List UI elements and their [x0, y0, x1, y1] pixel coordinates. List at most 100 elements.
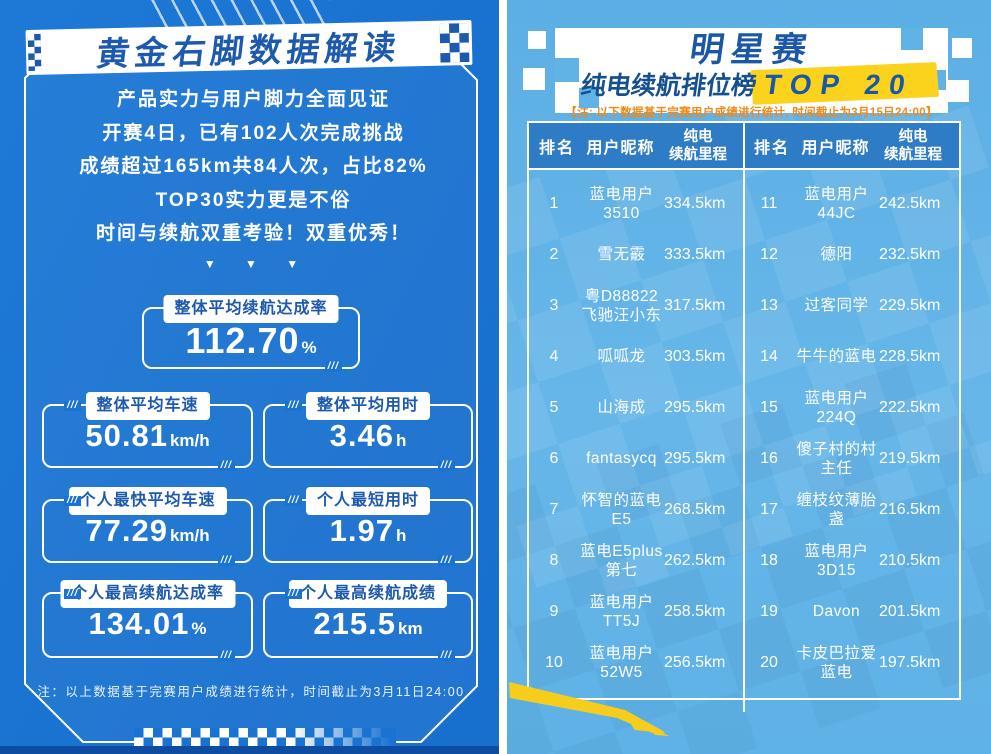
rank-cell: 1 [549, 194, 559, 212]
rank-cell: 16 [760, 449, 778, 467]
hatch-icon: /// [217, 556, 235, 566]
checker-cap-right-icon [439, 23, 470, 63]
intro-line: 产品实力与用户脚力全面见证 [116, 89, 390, 110]
nickname-cell: 卡皮巴拉爱蓝电 [796, 644, 877, 681]
nickname-cell: 德阳 [820, 246, 853, 263]
table-row: 8 蓝电E5plus第七 262.5km [529, 535, 744, 586]
stat-unit: h [395, 526, 407, 545]
stat-card-fastest-speed: 个人最快平均车速 77.29 km/h /// /// [42, 487, 253, 566]
stat-card-overall-time: 整体平均用时 3.46 h /// /// [263, 392, 473, 471]
stat-label: 个人最高续航成绩 [288, 580, 448, 608]
rank-cell: 14 [760, 347, 778, 365]
table-row: 18 蓝电用户3D15 210.5km [744, 535, 959, 586]
pixel-square-icon [528, 31, 546, 49]
nickname-cell: 山海成 [597, 399, 646, 416]
stat-card-shortest-time: 个人最短用时 1.97 h /// /// [263, 487, 473, 566]
right-note: 【注: 以下数据基于完赛用户成绩进行统计, 时间截止为3月15日24:00】 [565, 106, 938, 119]
range-cell: 295.5km [664, 398, 726, 416]
left-panel: 黄金右脚数据解读 产品实力与用户脚力全面见证 开赛4日，已有102人次完成挑战 … [0, 0, 499, 754]
nickname-cell: 蓝电用户44JC [804, 185, 869, 222]
rank-cell: 18 [760, 551, 778, 569]
table-row: 10 蓝电用户52W5 256.5km [529, 637, 744, 688]
stat-label: 整体平均用时 [305, 392, 431, 420]
table-header-left: 排名 用户昵称 纯电 续航里程 [529, 123, 744, 168]
right-title-banner: 明星赛 纯电续航排位榜 TOP 20 【注: 以下数据基于完赛用户成绩进行统计, … [523, 28, 972, 119]
nickname-cell: 过客同学 [804, 297, 869, 314]
range-cell: 219.5km [879, 449, 941, 467]
table-row: 7 怀智的蓝电E5 268.5km [529, 484, 744, 535]
range-cell: 268.5km [664, 500, 726, 518]
table-row: 1 蓝电用户3510 334.5km [529, 178, 744, 229]
range-cell: 334.5km [664, 194, 726, 212]
intro-line: 开赛4日，已有102人次完成挑战 [102, 122, 405, 144]
nickname-cell: 牛牛的蓝电 [796, 348, 877, 365]
rank-cell: 2 [549, 245, 559, 263]
stat-label: 整体平均续航达成率 [163, 295, 339, 323]
table-header-right: 排名 用户昵称 纯电 续航里程 [744, 123, 959, 168]
rank-cell: 4 [549, 347, 559, 365]
stat-value: 50.81 [85, 418, 168, 453]
nickname-cell: Davon [812, 603, 861, 620]
range-cell: 232.5km [879, 245, 941, 263]
right-panel: 明星赛 纯电续航排位榜 TOP 20 【注: 以下数据基于完赛用户成绩进行统计, … [507, 0, 991, 754]
subtitle-text: 纯电续航排位榜 [579, 72, 759, 101]
stat-card-overall-speed: 整体平均车速 50.81 km/h /// /// [42, 392, 253, 471]
down-triangles-icon: ▼ ▼ ▼ [203, 257, 312, 271]
rank-cell: 7 [549, 500, 559, 518]
hatch-icon: /// [285, 496, 303, 506]
right-panel-subtitle: 纯电续航排位榜 TOP 20 [553, 69, 951, 101]
intro-line: 时间与续航双重考验！双重优秀！ [95, 223, 411, 244]
column-header-rank: 排名 [753, 139, 790, 157]
range-cell: 210.5km [879, 551, 941, 569]
nickname-cell: 呱呱龙 [597, 348, 646, 365]
table-center-divider [743, 123, 745, 712]
range-cell: 222.5km [879, 398, 941, 416]
column-header-nickname: 用户昵称 [801, 139, 870, 157]
rank-cell: 9 [549, 602, 559, 620]
nickname-cell: 粤D88822 飞驰汪小东 [581, 287, 662, 324]
intro-text: 产品实力与用户脚力全面见证 开赛4日，已有102人次完成挑战 成绩超过165km… [38, 83, 469, 251]
stat-unit: h [395, 431, 407, 450]
pixel-square-icon [523, 68, 545, 90]
hatch-icon: /// [437, 556, 455, 566]
hatch-icon: /// [217, 651, 235, 661]
rank-cell: 11 [760, 194, 778, 212]
column-header-range: 纯电 续航里程 [884, 128, 942, 163]
stat-label: 个人最短用时 [305, 487, 431, 515]
intro-line: TOP30实力更是不俗 [155, 189, 352, 211]
range-cell: 216.5km [879, 500, 941, 518]
hatch-icon: /// [64, 589, 82, 599]
checker-strip-icon [134, 728, 396, 747]
table-row: 5 山海成 295.5km [529, 382, 744, 433]
range-cell: 258.5km [664, 602, 726, 620]
rank-cell: 5 [549, 398, 559, 416]
rank-cell: 6 [549, 449, 559, 467]
intro-line: 成绩超过165km共84人次，占比82% [79, 156, 428, 177]
range-cell: 295.5km [664, 449, 726, 467]
rank-cell: 13 [760, 296, 778, 314]
rank-cell: 8 [549, 551, 559, 569]
table-row: 14 牛牛的蓝电 228.5km [744, 331, 959, 382]
pixel-square-icon [947, 80, 969, 102]
nickname-cell: 蓝电用户52W5 [589, 644, 654, 681]
range-cell: 201.5km [879, 602, 941, 620]
table-row: 15 蓝电用户224Q 222.5km [744, 382, 959, 433]
stat-value: 3.46 [329, 418, 394, 453]
stat-unit: km/h [169, 526, 210, 545]
column-header-rank: 排名 [538, 139, 575, 157]
hatch-icon: /// [285, 401, 303, 411]
hatch-icon: /// [64, 496, 82, 506]
pixel-square-icon [579, 88, 599, 108]
rank-cell: 12 [760, 245, 778, 263]
nickname-cell: 雪无霰 [597, 246, 646, 263]
rank-column-1-10: 1 蓝电用户3510 334.5km 2 雪无霰 333.5km 3 [529, 170, 744, 698]
table-body: 1 蓝电用户3510 334.5km 2 雪无霰 333.5km 3 [529, 170, 959, 698]
range-cell: 317.5km [664, 296, 726, 314]
hatch-icon: /// [437, 461, 455, 471]
range-cell: 242.5km [879, 194, 941, 212]
range-cell: 197.5km [879, 653, 941, 671]
left-panel-title: 黄金右脚数据解读 [94, 28, 403, 73]
table-row: 2 雪无霰 333.5km [529, 229, 744, 280]
stat-unit: % [191, 619, 207, 638]
